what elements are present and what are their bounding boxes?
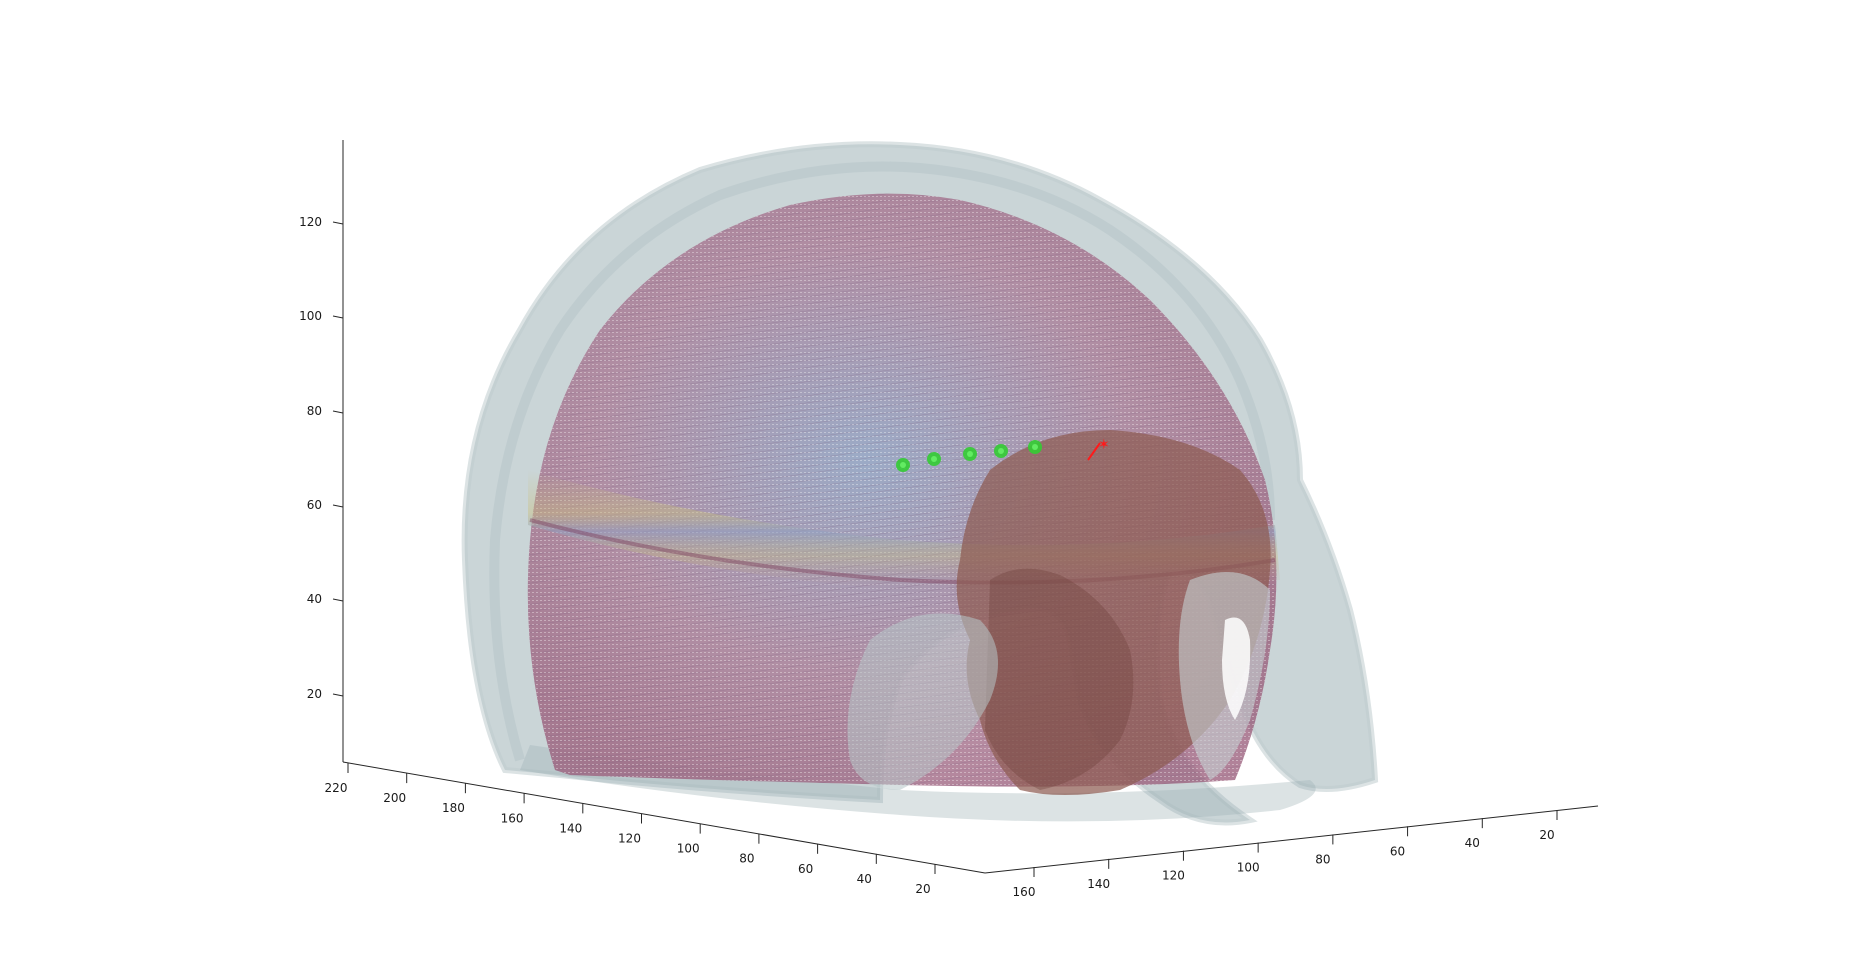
- x-left-tick-label: 60: [798, 862, 813, 876]
- x-left-tick-label: 200: [383, 791, 406, 805]
- x-left-tick-label: 120: [618, 832, 641, 846]
- x-left-tick-label: 220: [325, 781, 348, 795]
- scalp-inner-rim: [489, 161, 1275, 762]
- x-axis-left-line: [342, 761, 986, 874]
- x-right-tick-label: 40: [1465, 836, 1480, 850]
- electrodes: [896, 440, 1042, 472]
- z-tick-label: 80: [307, 404, 322, 418]
- z-tick-label: 60: [307, 498, 322, 512]
- x-left-tick-label: 100: [677, 842, 700, 856]
- x-axis-left-ticks: 220 200 180 160 140 120 100 80 60 40 20: [325, 763, 936, 896]
- head-volume: [461, 141, 1379, 826]
- z-tick: [332, 598, 344, 602]
- z-tick-label: 100: [299, 309, 322, 323]
- x-right-tick-label: 20: [1539, 828, 1554, 842]
- z-tick: [332, 504, 344, 508]
- x-left-tick-label: 160: [501, 811, 524, 825]
- z-tick-label: 40: [307, 592, 322, 606]
- x-left-tick-label: 180: [442, 801, 465, 815]
- x-right-tick-label: 160: [1013, 885, 1036, 899]
- electrode-core: [967, 451, 973, 457]
- electrode-core: [998, 448, 1004, 454]
- x-left-tick-label: 20: [915, 882, 930, 896]
- x-right-tick-label: 140: [1087, 877, 1110, 891]
- electrode-core: [900, 462, 906, 468]
- ear-cavity: [1222, 617, 1251, 720]
- x-axis-right-line: [984, 805, 1599, 874]
- target-marker: ✶: [1087, 437, 1110, 461]
- target-line: [1087, 442, 1101, 461]
- x-right-tick-label: 60: [1390, 844, 1405, 858]
- star-icon: ✶: [1098, 437, 1110, 453]
- z-tick: [332, 410, 344, 414]
- ear-structure: [847, 613, 998, 790]
- electrode-core: [1032, 444, 1038, 450]
- x-right-tick-label: 100: [1237, 861, 1260, 875]
- z-tick: [332, 315, 344, 319]
- skull-base: [520, 745, 1316, 822]
- z-tick-label: 20: [307, 687, 322, 701]
- x-right-tick-label: 120: [1162, 869, 1185, 883]
- z-tick-label: 120: [299, 215, 322, 229]
- lesion-shading: [985, 568, 1134, 790]
- x-right-tick-label: 80: [1315, 852, 1330, 866]
- z-tick: [332, 693, 344, 697]
- electrode-core: [931, 456, 937, 462]
- x-left-tick-label: 40: [857, 872, 872, 886]
- x-left-tick-label: 80: [739, 852, 754, 866]
- z-tick: [332, 221, 344, 225]
- axes: [342, 140, 1599, 874]
- z-axis-ticks: 20 40 60 80 100 120: [299, 215, 344, 701]
- x-left-tick-label: 140: [559, 821, 582, 835]
- x-axis-right-ticks: 160 140 120 100 80 60 40 20: [1013, 810, 1558, 899]
